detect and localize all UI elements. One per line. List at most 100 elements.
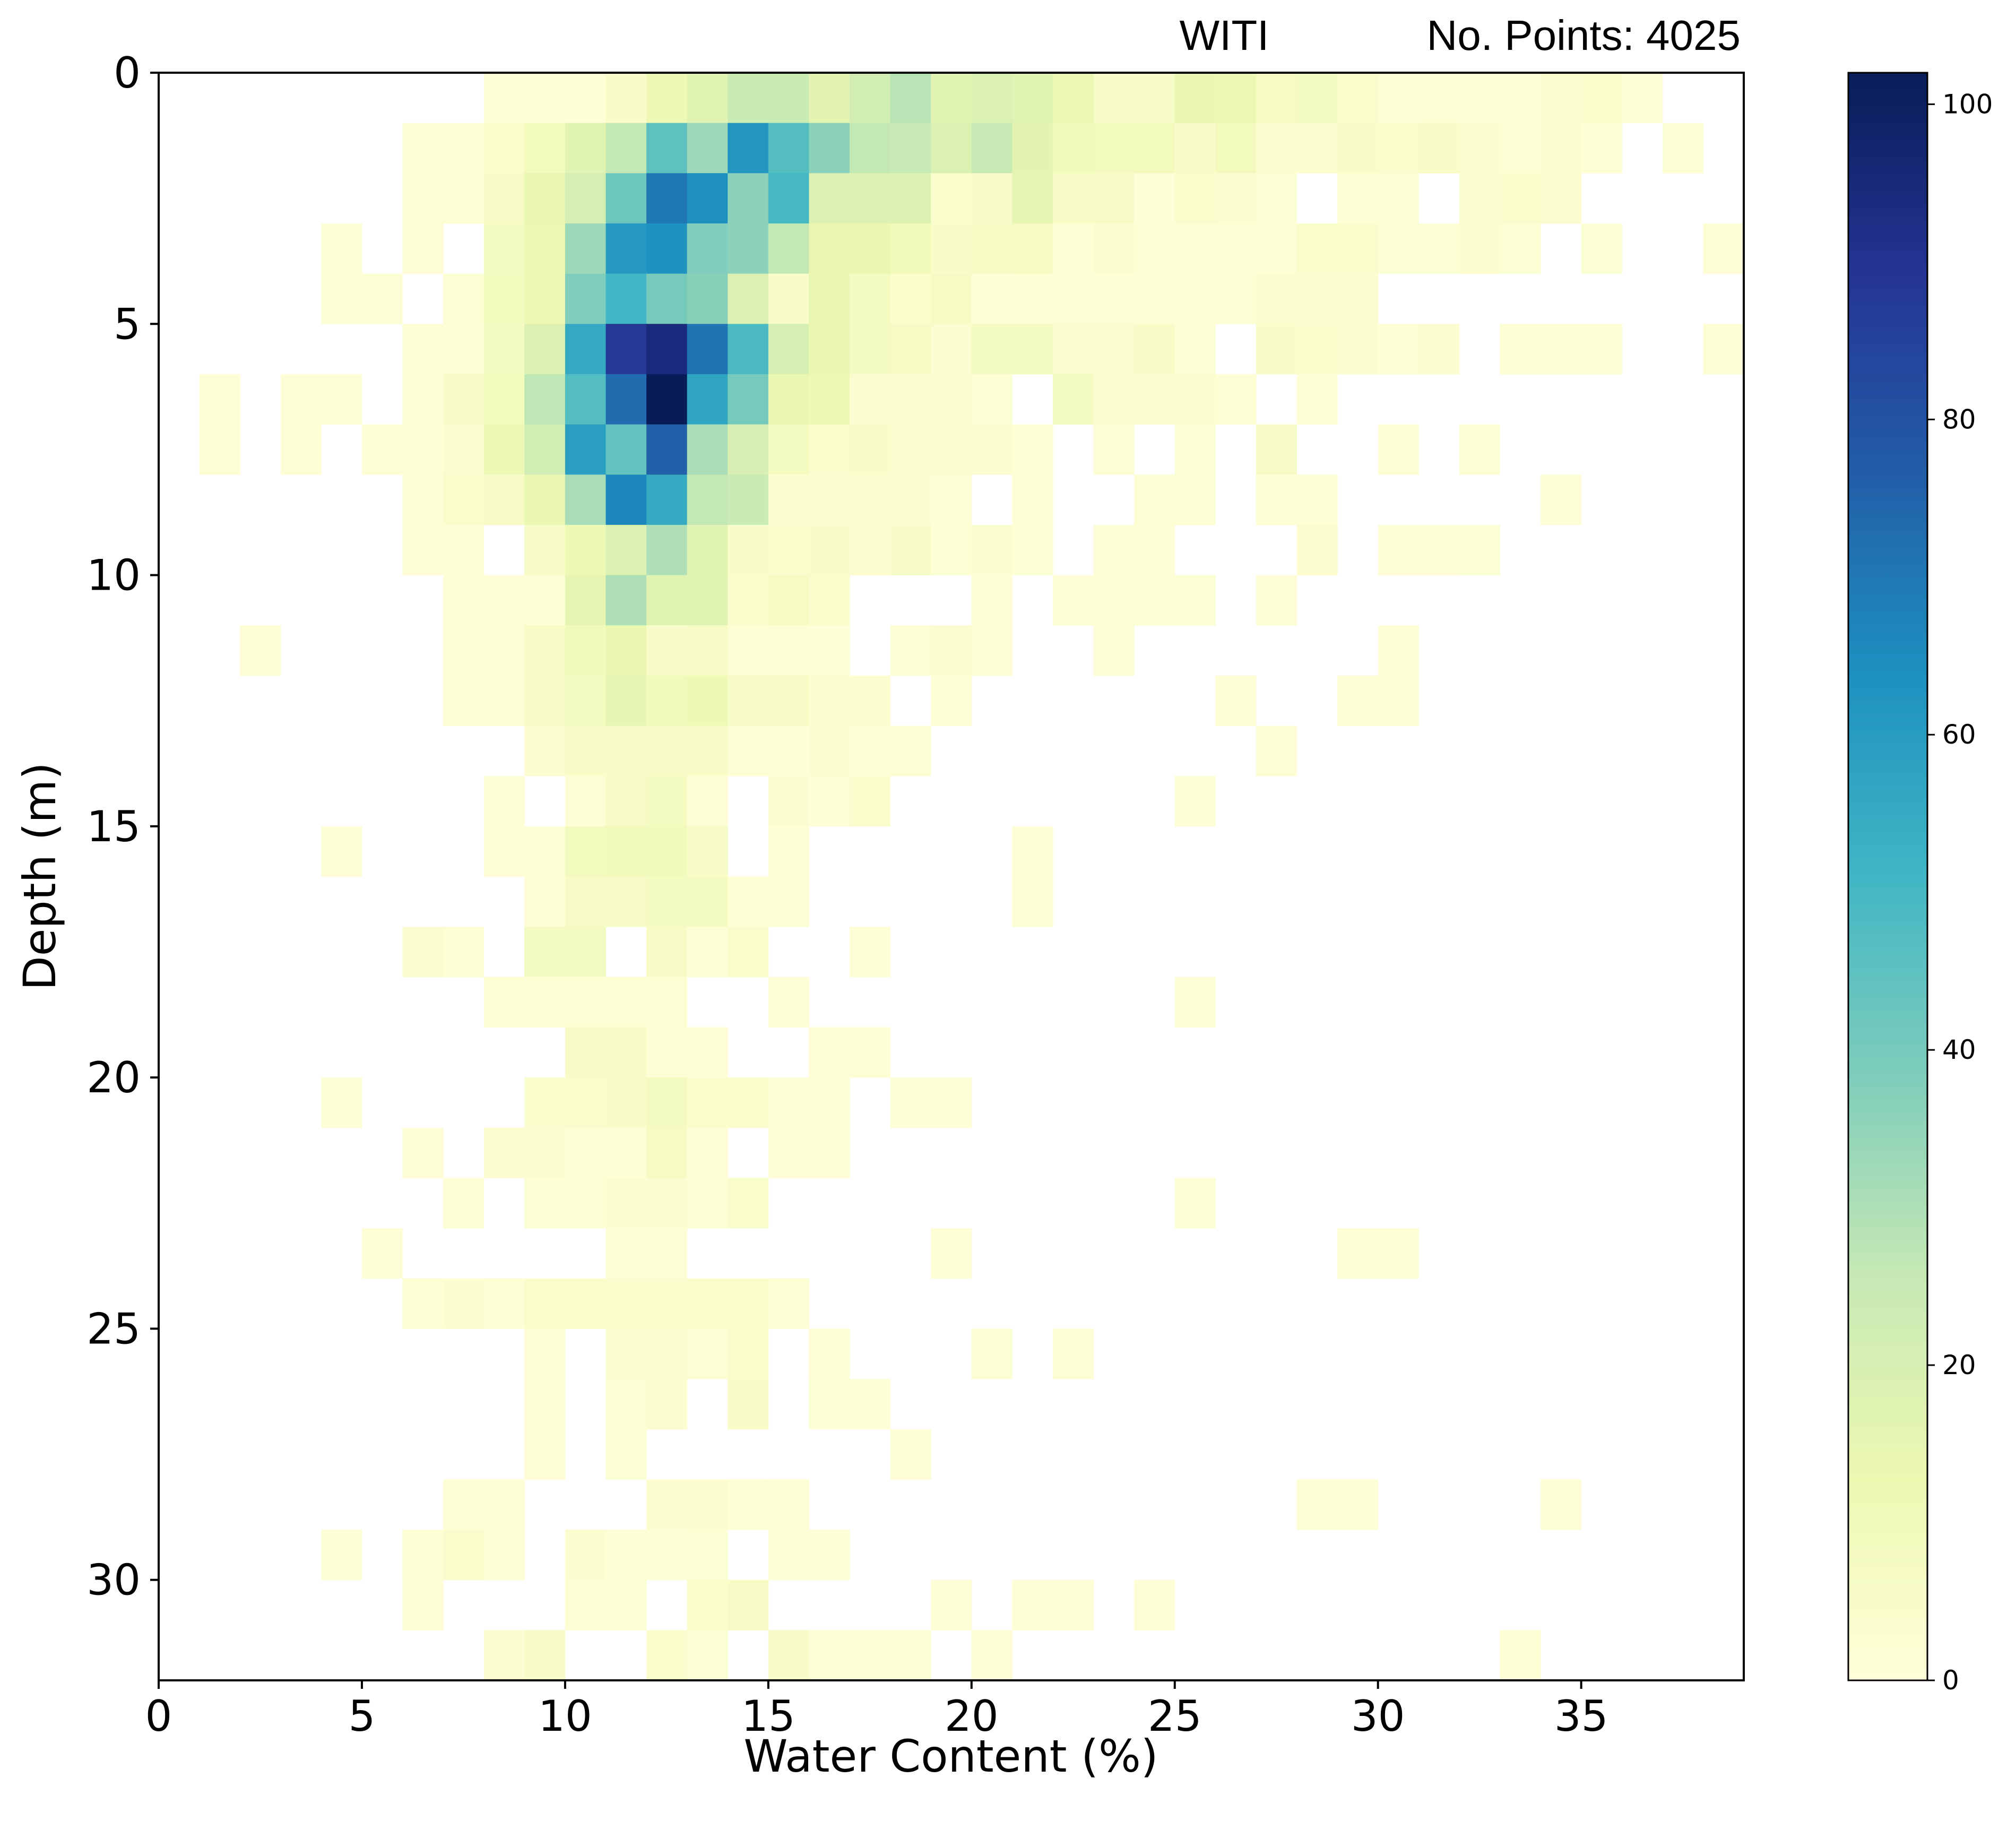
heatmap-cell: [524, 977, 566, 1028]
heatmap-cell: [971, 625, 1013, 676]
heatmap-cell: [768, 876, 809, 927]
heatmap-cell: [1174, 223, 1216, 274]
heatmap-cell: [809, 1630, 850, 1681]
heatmap-cell: [605, 1127, 647, 1178]
heatmap-cell: [565, 1027, 606, 1078]
heatmap-cell: [605, 1178, 647, 1229]
heatmap-cell: [524, 675, 566, 727]
heatmap-cell: [565, 474, 606, 525]
heatmap-cell: [971, 173, 1013, 224]
heatmap-cell: [605, 223, 647, 274]
heatmap-cell: [768, 1127, 809, 1178]
heatmap-cell: [565, 876, 606, 927]
heatmap-cell: [402, 374, 444, 425]
heatmap-cell: [971, 273, 1013, 324]
heatmap-cell: [931, 374, 972, 425]
heatmap-cell: [687, 173, 728, 224]
heatmap-cell: [483, 1530, 525, 1581]
heatmap-cell: [1052, 374, 1094, 425]
colorbar: [1847, 72, 1928, 1681]
heatmap-cell: [687, 73, 728, 124]
heatmap-cell: [565, 324, 606, 375]
heatmap-cell: [605, 625, 647, 676]
heatmap-cell: [524, 1127, 566, 1178]
heatmap-cell: [605, 73, 647, 124]
heatmap-cell: [971, 123, 1013, 174]
heatmap-cell: [1012, 223, 1053, 274]
heatmap-cell: [890, 1429, 931, 1480]
heatmap-cell: [443, 575, 484, 626]
heatmap-cell: [850, 73, 891, 124]
heatmap-cell: [1662, 123, 1703, 174]
heatmap-cell: [687, 524, 728, 576]
heatmap-cell: [728, 474, 769, 525]
heatmap-cell: [1093, 625, 1135, 676]
heatmap-cell: [1296, 73, 1338, 124]
heatmap-cell: [1093, 223, 1135, 274]
heatmap-cell: [1093, 424, 1135, 475]
heatmap-cell: [931, 424, 972, 475]
heatmap-cell: [1378, 424, 1419, 475]
heatmap-cell: [687, 1328, 728, 1379]
heatmap-cell: [1093, 123, 1135, 174]
heatmap-cell: [646, 273, 688, 324]
heatmap-cell: [809, 1530, 850, 1581]
heatmap-cell: [890, 474, 931, 525]
heatmap-cell: [1093, 575, 1135, 626]
heatmap-cell: [809, 1127, 850, 1178]
heatmap-cell: [850, 173, 891, 224]
heatmap-cell: [361, 424, 403, 475]
heatmap-cell: [1093, 324, 1135, 375]
heatmap-cell: [1174, 173, 1216, 224]
heatmap-cell: [524, 123, 566, 174]
heatmap-cell: [1134, 273, 1175, 324]
heatmap-cell: [931, 173, 972, 224]
points-count-label: No. Points: 4025: [1427, 12, 1741, 59]
heatmap-cell: [809, 726, 850, 776]
heatmap-cell: [321, 1077, 362, 1128]
heatmap-cell: [321, 223, 362, 274]
heatmap-cell: [361, 273, 403, 324]
heatmap-cell: [483, 1127, 525, 1178]
heatmap-cell: [1012, 424, 1053, 475]
heatmap-cell: [1093, 173, 1135, 224]
colorbar-tick-label: 0: [1942, 1665, 1959, 1696]
heatmap-cell: [524, 273, 566, 324]
heatmap-cell: [1012, 1580, 1053, 1630]
heatmap-cell: [768, 1278, 809, 1329]
heatmap-cell: [1012, 173, 1053, 224]
heatmap-cell: [1541, 324, 1582, 375]
heatmap-cell: [890, 424, 931, 475]
heatmap-cell: [565, 625, 606, 676]
heatmap-cell: [646, 173, 688, 224]
heatmap-cell: [646, 1077, 688, 1128]
heatmap-cell: [280, 424, 322, 475]
heatmap-cell: [524, 474, 566, 525]
heatmap-cell: [1093, 273, 1135, 324]
heatmap-cell: [850, 374, 891, 425]
heatmap-cell: [1215, 173, 1257, 224]
heatmap-cell: [605, 575, 647, 626]
heatmap-cell: [1174, 424, 1216, 475]
heatmap-cell: [1256, 273, 1297, 324]
heatmap-cell: [931, 273, 972, 324]
heatmap-cell: [565, 826, 606, 877]
heatmap-cell: [402, 1580, 444, 1630]
heatmap-cell: [850, 776, 891, 827]
heatmap-cell: [1215, 374, 1257, 425]
heatmap-cell: [443, 474, 484, 525]
heatmap-cell: [728, 173, 769, 224]
heatmap-cell: [1134, 73, 1175, 124]
heatmap-cell: [1378, 173, 1419, 224]
heatmap-cell: [1296, 374, 1338, 425]
heatmap-cell: [321, 374, 362, 425]
heatmap-cell: [1093, 524, 1135, 576]
heatmap-cell: [1296, 324, 1338, 375]
heatmap-cell: [687, 927, 728, 978]
heatmap-cell: [565, 1580, 606, 1630]
heatmap-cell: [565, 776, 606, 827]
heatmap-cell: [1174, 977, 1216, 1028]
heatmap-cell: [1541, 474, 1582, 525]
heatmap-cell: [605, 675, 647, 727]
y-tick-label: 25: [86, 1304, 141, 1353]
